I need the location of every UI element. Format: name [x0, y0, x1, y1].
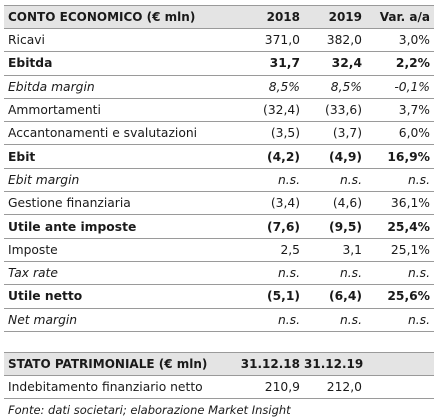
- row-label: Ricavi: [4, 27, 232, 52]
- value-2018: (3,5): [232, 121, 304, 145]
- value-2019: n.s.: [304, 167, 366, 192]
- value-2018: 2,5: [232, 237, 304, 262]
- value-var: 6,0%: [366, 121, 434, 145]
- value-2018: (4,2): [232, 144, 304, 169]
- row-label: Ebit margin: [4, 167, 232, 192]
- income-row: Imposte 2,5 3,1 25,1%: [4, 237, 434, 262]
- value-var: 2,2%: [366, 51, 434, 76]
- income-row: Gestione finanziaria (3,4) (4,6) 36,1%: [4, 191, 434, 215]
- value-2019: 8,5%: [304, 74, 366, 99]
- row-label: Ebit: [4, 144, 232, 169]
- row-label: Ebitda margin: [4, 74, 232, 99]
- header-empty-cell: [366, 351, 434, 376]
- empty-cell: [366, 374, 434, 400]
- income-statement-table: CONTO ECONOMICO (€ mln) 2018 2019 Var. a…: [4, 5, 434, 332]
- source-note: Fonte: dati societari; elaborazione Mark…: [8, 403, 291, 418]
- value-2018: n.s.: [232, 260, 304, 285]
- value-2018: 31,7: [232, 51, 304, 76]
- row-label: Ebitda: [4, 51, 232, 76]
- value-2018: 8,5%: [232, 74, 304, 99]
- balance-header-row: STATO PATRIMONIALE (€ mln) 31.12.18 31.1…: [4, 351, 434, 376]
- row-label: Imposte: [4, 237, 232, 262]
- value-2018: n.s.: [232, 167, 304, 192]
- value-2019: (4,6): [304, 191, 366, 215]
- header-var: Var. a/a: [366, 5, 434, 29]
- income-row: Ebit margin n.s. n.s. n.s.: [4, 167, 434, 192]
- header-2019: 2019: [304, 5, 366, 29]
- value-2019: (33,6): [304, 97, 366, 122]
- value-var: 3,7%: [366, 97, 434, 122]
- row-label: Utile ante imposte: [4, 214, 232, 239]
- value-2019: (3,7): [304, 121, 366, 145]
- value-2019: (4,9): [304, 144, 366, 169]
- income-row: Utile ante imposte (7,6) (9,5) 25,4%: [4, 214, 434, 239]
- value-var: n.s.: [366, 307, 434, 332]
- row-label: Utile netto: [4, 284, 232, 309]
- row-label: Ammortamenti: [4, 97, 232, 122]
- value-2019: 3,1: [304, 237, 366, 262]
- income-row: Tax rate n.s. n.s. n.s.: [4, 260, 434, 285]
- value-var: 25,1%: [366, 237, 434, 262]
- value-2019: (9,5): [304, 214, 366, 239]
- value-var: 25,4%: [366, 214, 434, 239]
- value-var: 16,9%: [366, 144, 434, 169]
- row-label: Indebitamento finanziario netto: [4, 374, 232, 400]
- balance-title: STATO PATRIMONIALE (€ mln): [4, 351, 232, 376]
- value-var: n.s.: [366, 167, 434, 192]
- income-header-row: CONTO ECONOMICO (€ mln) 2018 2019 Var. a…: [4, 5, 434, 29]
- row-label: Net margin: [4, 307, 232, 332]
- income-title: CONTO ECONOMICO (€ mln): [4, 5, 232, 29]
- value-var: 36,1%: [366, 191, 434, 215]
- value-var: 25,6%: [366, 284, 434, 309]
- value-date-2018: 210,9: [232, 374, 304, 400]
- financial-summary: CONTO ECONOMICO (€ mln) 2018 2019 Var. a…: [4, 5, 434, 417]
- income-row: Ebitda 31,7 32,4 2,2%: [4, 51, 434, 76]
- row-label: Tax rate: [4, 260, 232, 285]
- income-row: Ammortamenti (32,4) (33,6) 3,7%: [4, 97, 434, 122]
- income-row: Ricavi 371,0 382,0 3,0%: [4, 27, 434, 52]
- header-date-2018: 31.12.18: [232, 351, 304, 376]
- header-2018: 2018: [232, 5, 304, 29]
- header-date-2019: 31.12.19: [304, 351, 366, 376]
- value-2019: 32,4: [304, 51, 366, 76]
- value-var: 3,0%: [366, 27, 434, 52]
- value-2019: n.s.: [304, 307, 366, 332]
- value-date-2019: 212,0: [304, 374, 366, 400]
- row-label: Accantonamenti e svalutazioni: [4, 121, 232, 145]
- balance-row: Indebitamento finanziario netto 210,9 212,…: [4, 374, 434, 400]
- value-2019: 382,0: [304, 27, 366, 52]
- income-row: Accantonamenti e svalutazioni (3,5) (3,7) 6…: [4, 121, 434, 145]
- value-2018: (3,4): [232, 191, 304, 215]
- row-label: Gestione finanziaria: [4, 191, 232, 215]
- value-2018: (5,1): [232, 284, 304, 309]
- value-var: -0,1%: [366, 74, 434, 99]
- value-2018: n.s.: [232, 307, 304, 332]
- value-2018: (7,6): [232, 214, 304, 239]
- value-2019: (6,4): [304, 284, 366, 309]
- income-row: Net margin n.s. n.s. n.s.: [4, 307, 434, 332]
- value-var: n.s.: [366, 260, 434, 285]
- balance-sheet-table: STATO PATRIMONIALE (€ mln) 31.12.18 31.1…: [4, 351, 434, 400]
- value-2018: 371,0: [232, 27, 304, 52]
- value-2019: n.s.: [304, 260, 366, 285]
- income-row: Ebitda margin 8,5% 8,5% -0,1%: [4, 74, 434, 99]
- income-row: Ebit (4,2) (4,9) 16,9%: [4, 144, 434, 169]
- value-2018: (32,4): [232, 97, 304, 122]
- income-row: Utile netto (5,1) (6,4) 25,6%: [4, 284, 434, 309]
